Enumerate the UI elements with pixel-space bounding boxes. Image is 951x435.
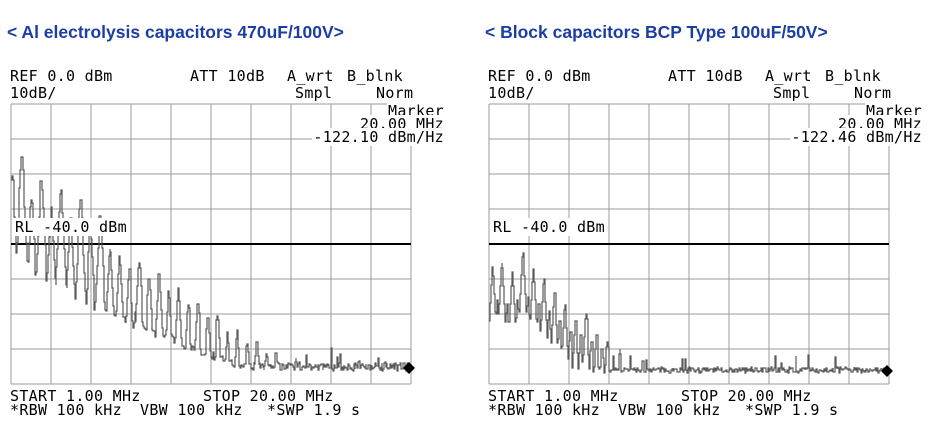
detector-mode-text: Smpl bbox=[295, 84, 333, 102]
trace-norm-text: Norm bbox=[376, 84, 414, 102]
spectrum-trace bbox=[489, 252, 889, 374]
marker-level: -122.46 dBm/Hz bbox=[790, 128, 923, 146]
marker-readout: Marker 20.00 MHz -122.46 dBm/Hz bbox=[723, 102, 923, 146]
trace-b-mode-text: B_blnk bbox=[825, 67, 881, 85]
spectrum-plot bbox=[488, 103, 893, 385]
ref-level-text: REF 0.0 dBm bbox=[10, 67, 113, 85]
marker-readout: Marker 20.00 MHz -122.10 dBm/Hz bbox=[245, 102, 445, 146]
scale-per-div-text: 10dB/ bbox=[10, 84, 57, 102]
rbw-text: *RBW 100 kHz bbox=[488, 401, 600, 419]
stop-frequency-text: STOP 20.00 MHz bbox=[203, 387, 334, 405]
attenuation-text: ATT 10dB bbox=[668, 67, 743, 85]
spectrum-plot bbox=[10, 103, 415, 385]
panel-block-capacitors: < Block capacitors BCP Type 100uF/50V> R… bbox=[478, 0, 951, 435]
start-frequency-text: START 1.00 MHz bbox=[10, 387, 141, 405]
stop-frequency-text: STOP 20.00 MHz bbox=[681, 387, 812, 405]
sweep-time-text: *SWP 1.9 s bbox=[745, 401, 839, 419]
panel-title: < Al electrolysis capacitors 470uF/100V> bbox=[7, 22, 344, 42]
spectrum-trace bbox=[11, 156, 411, 372]
marker-level: -122.10 dBm/Hz bbox=[312, 128, 445, 146]
rbw-text: *RBW 100 kHz bbox=[10, 401, 122, 419]
panel-al-electrolysis: < Al electrolysis capacitors 470uF/100V>… bbox=[0, 0, 473, 435]
ref-level-text: REF 0.0 dBm bbox=[488, 67, 591, 85]
vbw-text: VBW 100 kHz bbox=[618, 401, 721, 419]
vbw-text: VBW 100 kHz bbox=[140, 401, 243, 419]
trace-a-mode-text: A_wrt bbox=[765, 67, 812, 85]
reference-line-label: RL -40.0 dBm bbox=[492, 218, 606, 236]
sweep-time-text: *SWP 1.9 s bbox=[267, 401, 361, 419]
trace-b-mode-text: B_blnk bbox=[347, 67, 403, 85]
scale-per-div-text: 10dB/ bbox=[488, 84, 535, 102]
attenuation-text: ATT 10dB bbox=[190, 67, 265, 85]
trace-norm-text: Norm bbox=[854, 84, 892, 102]
marker-diamond bbox=[403, 362, 415, 374]
detector-mode-text: Smpl bbox=[773, 84, 811, 102]
marker-diamond bbox=[881, 365, 893, 377]
panel-title: < Block capacitors BCP Type 100uF/50V> bbox=[485, 22, 828, 42]
start-frequency-text: START 1.00 MHz bbox=[488, 387, 619, 405]
trace-a-mode-text: A_wrt bbox=[287, 67, 334, 85]
reference-line-label: RL -40.0 dBm bbox=[14, 218, 128, 236]
